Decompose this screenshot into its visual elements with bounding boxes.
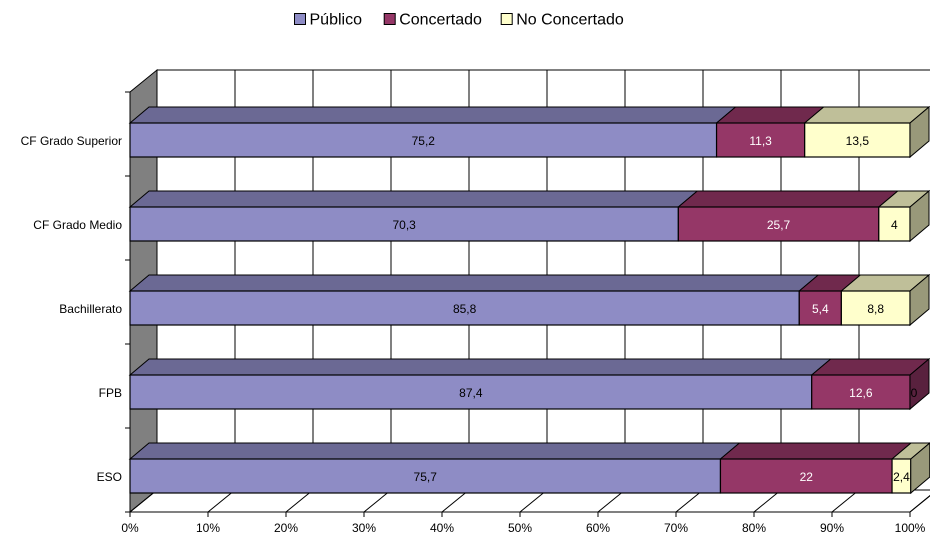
floor-gridline-10 — [909, 495, 930, 513]
floor-gridline-8 — [753, 489, 782, 513]
bar-top-cf-grado-medio-concertado — [676, 190, 900, 208]
data-label-cf-grado-superior-concertado: 11,3 — [749, 134, 772, 148]
bar-bachillerato-publico — [129, 290, 800, 326]
data-label-eso-concertado: 22 — [800, 470, 814, 484]
floor-gridline-9 — [831, 489, 860, 513]
y-tick-label-fpb: FPB — [99, 386, 122, 400]
data-label-cf-grado-medio-no-concertado: 4 — [891, 218, 898, 232]
bar-cf-grado-superior-publico — [129, 122, 718, 158]
data-label-fpb-no-concertado: 0 — [911, 386, 918, 400]
x-tick-label-6: 60% — [586, 521, 610, 535]
bar-cf-grado-superior-no-concertado — [804, 122, 911, 158]
bar-cf-grado-medio-publico — [129, 206, 679, 242]
x-tick-label-2: 20% — [274, 521, 298, 535]
bar-fpb-concertado — [811, 374, 911, 410]
data-label-fpb-concertado: 12,6 — [849, 386, 873, 400]
bar-top-cf-grado-superior-no-concertado — [803, 106, 930, 124]
x-tick-label-5: 50% — [508, 521, 532, 535]
bar-bachillerato-no-concertado — [840, 290, 911, 326]
legend-swatch-publico — [294, 13, 306, 25]
floor-gridline-5 — [519, 489, 548, 513]
data-label-eso-publico: 75,7 — [414, 470, 438, 484]
floor-gridline-1 — [207, 489, 236, 513]
bar-cf-grado-medio-no-concertado — [878, 206, 911, 242]
y-tick-label-cf-grado-superior: CF Grado Superior — [21, 134, 122, 148]
bar-top-eso-concertado — [719, 442, 913, 460]
bar-top-cf-grado-superior-publico — [128, 106, 737, 124]
floor-gridline-7 — [675, 489, 704, 513]
x-tick-label-7: 70% — [664, 521, 688, 535]
data-label-bachillerato-concertado: 5,4 — [812, 302, 829, 316]
x-tick-label-10: 100% — [895, 521, 926, 535]
data-label-cf-grado-superior-publico: 75,2 — [412, 134, 436, 148]
floor-gridline-2 — [285, 489, 314, 513]
bar-side-cf-grado-medio — [909, 189, 930, 243]
x-axis: 0% 10% 20% 30% 40% 50% 60% 70% 80% 90% 100% — [121, 511, 926, 535]
x-tick-label-1: 10% — [196, 521, 220, 535]
data-label-eso-no-concertado: 2,4 — [893, 470, 910, 484]
bar-cf-grado-superior-concertado — [715, 122, 806, 158]
bar-side-cf-grado-superior — [909, 105, 930, 159]
bar-top-eso-publico — [128, 442, 741, 460]
legend-label-publico: Público — [310, 12, 363, 29]
bar-fpb-publico — [129, 374, 813, 410]
bar-top-cf-grado-medio-publico — [128, 190, 699, 208]
floor-gridline-0 — [129, 489, 158, 513]
bar-eso-concertado — [719, 458, 893, 494]
legend: Público Concertado No Concertado — [294, 12, 624, 29]
data-labels: 75,2 11,3 13,5 70,3 25,7 4 85,8 5,4 8,8 87,4 12,6 0… — [392, 134, 917, 484]
data-label-cf-grado-medio-concertado: 25,7 — [767, 218, 791, 232]
data-label-cf-grado-superior-no-concertado: 13,5 — [846, 134, 870, 148]
floor-gridline-4 — [441, 489, 470, 513]
data-label-cf-grado-medio-publico: 70,3 — [392, 218, 416, 232]
data-label-bachillerato-no-concertado: 8,8 — [867, 302, 884, 316]
legend-swatch-no-concertado — [500, 13, 513, 25]
data-label-bachillerato-publico: 85,8 — [453, 302, 477, 316]
bar-top-fpb-publico — [128, 358, 833, 376]
data-label-fpb-publico: 87,4 — [459, 386, 483, 400]
y-tick-label-bachillerato: Bachillerato — [59, 302, 122, 316]
x-tick-label-9: 90% — [820, 521, 844, 535]
x-tick-label-3: 30% — [352, 521, 376, 535]
floor-gridline-6 — [597, 489, 626, 513]
bar-top-fpb-concertado — [810, 358, 930, 376]
bar-top-bachillerato-publico — [128, 274, 820, 292]
floor-gridline-3 — [363, 489, 392, 513]
bar-eso-publico — [129, 458, 722, 494]
legend-label-no-concertado: No Concertado — [516, 12, 624, 29]
legend-swatch-concertado — [383, 13, 396, 25]
bar-bachillerato-concertado — [798, 290, 842, 326]
x-tick-label-0: 0% — [121, 521, 139, 535]
y-axis: CF Grado Superior CF Grado Medio Bachiller… — [21, 91, 130, 513]
y-tick-label-cf-grado-medio: CF Grado Medio — [33, 218, 122, 232]
bar-cf-grado-medio-concertado — [677, 206, 880, 242]
bar-side-bachillerato — [909, 273, 930, 327]
x-tick-label-8: 80% — [742, 521, 766, 535]
bar-side-fpb — [909, 357, 930, 411]
legend-label-concertado: Concertado — [399, 12, 482, 29]
y-tick-label-eso: ESO — [97, 470, 122, 484]
x-tick-label-4: 40% — [430, 521, 454, 535]
